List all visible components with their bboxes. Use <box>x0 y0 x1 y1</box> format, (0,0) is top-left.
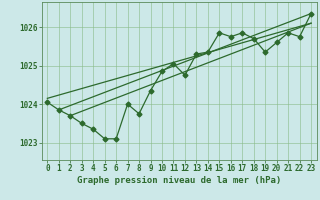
X-axis label: Graphe pression niveau de la mer (hPa): Graphe pression niveau de la mer (hPa) <box>77 176 281 185</box>
